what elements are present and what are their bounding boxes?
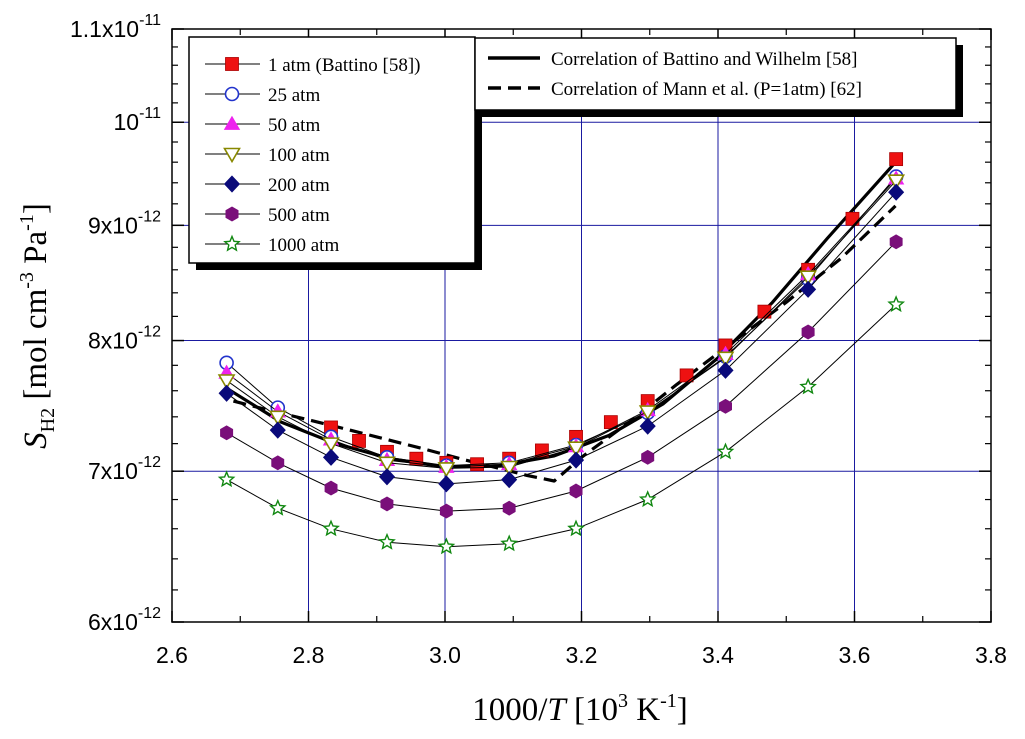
- legend-lines-box: [474, 37, 957, 111]
- data-point: [639, 417, 656, 435]
- series-4: [218, 183, 905, 493]
- legend-lines: Correlation of Battino and Wilhelm [58] …: [474, 37, 963, 117]
- data-point: [269, 421, 286, 439]
- data-point: [569, 483, 583, 499]
- data-point: [217, 374, 236, 390]
- data-point: [220, 425, 234, 441]
- axis-ticks: [171, 28, 992, 623]
- data-point: [268, 498, 287, 516]
- y-tick-label: 10-11: [113, 105, 161, 135]
- legend-marker-label: 50 atm: [268, 115, 320, 136]
- data-point: [378, 456, 396, 472]
- x-tick-label: 3.8: [975, 642, 1007, 668]
- series-6: [217, 295, 906, 555]
- data-point: [437, 537, 456, 555]
- legend-marker: [225, 57, 239, 71]
- data-point: [799, 377, 817, 395]
- y-tick-label: 7x10-12: [88, 454, 161, 484]
- data-point: [716, 442, 735, 460]
- legend-marker: [224, 86, 240, 102]
- legend-line-label-battino: Correlation of Battino and Wilhelm [58]: [551, 49, 858, 70]
- y-tick-label: 6x10-12: [88, 605, 161, 635]
- legend-marker-label: 100 atm: [268, 145, 330, 166]
- data-point: [271, 455, 285, 471]
- curve-mann: [233, 204, 897, 483]
- data-point: [322, 437, 340, 453]
- series-5: [220, 234, 903, 519]
- data-point: [719, 398, 732, 414]
- legend-marker-label: 500 atm: [268, 205, 330, 226]
- x-tick-label: 3.4: [702, 642, 734, 668]
- data-point: [217, 470, 236, 488]
- data-point: [567, 519, 585, 537]
- y-tick-label: 9x10-12: [88, 208, 161, 238]
- data-point: [887, 174, 906, 190]
- x-tick-label: 2.6: [156, 642, 188, 668]
- data-point: [638, 490, 657, 508]
- data-point: [322, 519, 340, 537]
- data-point: [889, 234, 903, 250]
- data-point: [500, 534, 519, 552]
- y-tick-label: 8x10-12: [88, 324, 161, 354]
- legend-marker-label: 1000 atm: [268, 235, 339, 256]
- legend-marker-label: 25 atm: [268, 85, 320, 106]
- x-axis-title: 1000/T [103 K-1]: [472, 690, 688, 728]
- data-point: [641, 449, 655, 465]
- legend-markers: 1 atm (Battino [58]) 25 atm 50 atm 100 atm 2…: [188, 36, 482, 270]
- x-tick-labels: 2.6 2.8 3.0 3.2 3.4 3.6 3.8: [156, 642, 1007, 668]
- y-tick-label: 1.1x10-11: [70, 12, 161, 42]
- legend-marker: [225, 206, 239, 222]
- y-tick-labels: 6x10-12 7x10-12 8x10-12 9x10-12 10-11 1.1x10-…: [70, 12, 161, 635]
- x-tick-label: 2.8: [293, 642, 325, 668]
- data-point: [889, 152, 904, 167]
- x-tick-label: 3.6: [839, 642, 871, 668]
- data-point: [218, 384, 235, 402]
- data-point: [801, 324, 815, 340]
- data-point: [887, 295, 906, 313]
- data-point: [268, 410, 287, 426]
- data-point: [437, 462, 456, 478]
- legend-line-label-mann: Correlation of Mann et al. (P=1atm) [62]: [551, 79, 862, 100]
- data-point: [439, 503, 453, 519]
- data-point: [717, 361, 734, 379]
- data-point: [679, 368, 694, 383]
- data-point: [888, 183, 905, 201]
- data-point: [567, 451, 585, 469]
- data-point: [500, 460, 519, 477]
- data-point: [380, 496, 394, 512]
- legend-marker-label: 1 atm (Battino [58]): [268, 55, 421, 76]
- y-axis-title: SH2 [mol cm-3 Pa-1]: [16, 203, 59, 449]
- data-series: [217, 152, 906, 555]
- legend-marker: [223, 234, 241, 252]
- legend-marker-label: 200 atm: [268, 175, 330, 196]
- legend-marker: [223, 115, 241, 130]
- data-point: [501, 471, 518, 489]
- legend-marker: [223, 147, 241, 164]
- data-point: [800, 280, 817, 298]
- data-point: [502, 500, 516, 516]
- series-3: [217, 174, 906, 478]
- x-tick-label: 3.2: [566, 642, 598, 668]
- data-point: [324, 480, 338, 496]
- data-point: [799, 270, 817, 286]
- data-point: [757, 304, 772, 319]
- data-point: [438, 475, 455, 493]
- data-point: [567, 441, 585, 457]
- data-point: [378, 532, 396, 550]
- data-point: [378, 468, 396, 486]
- legend-marker: [223, 175, 241, 193]
- data-point: [716, 351, 735, 367]
- data-point: [638, 405, 657, 421]
- data-point: [322, 448, 340, 466]
- x-tick-label: 3.0: [429, 642, 461, 668]
